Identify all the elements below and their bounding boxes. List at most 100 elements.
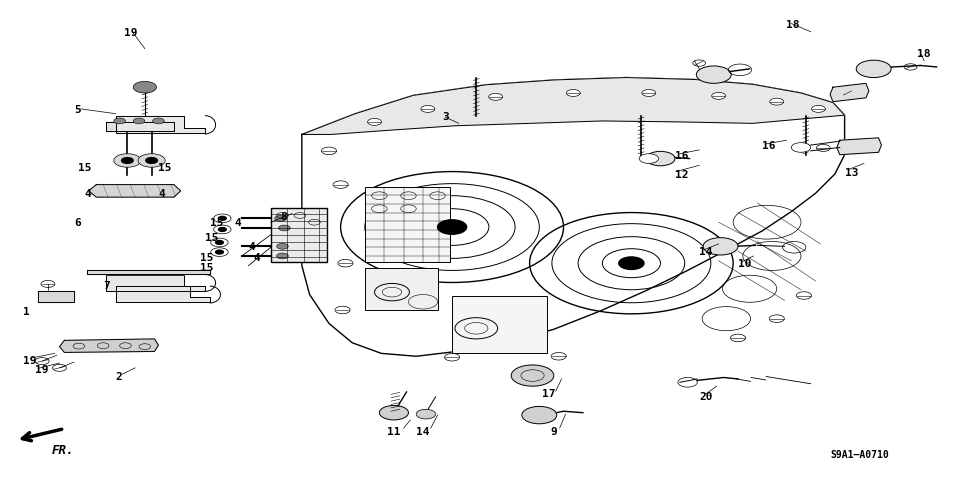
Circle shape <box>114 154 141 168</box>
Text: S9A1—A0710: S9A1—A0710 <box>830 449 888 459</box>
Circle shape <box>444 354 460 361</box>
Text: 8: 8 <box>281 212 288 222</box>
Circle shape <box>642 91 656 97</box>
Polygon shape <box>59 339 158 353</box>
Polygon shape <box>106 276 205 291</box>
Circle shape <box>812 106 825 113</box>
Circle shape <box>35 358 49 365</box>
Circle shape <box>367 119 382 126</box>
Text: 9: 9 <box>550 425 557 436</box>
Bar <box>452 296 547 354</box>
Circle shape <box>841 91 854 97</box>
Text: 12: 12 <box>675 169 688 180</box>
Text: 18: 18 <box>786 20 800 30</box>
Circle shape <box>416 409 435 419</box>
Circle shape <box>511 365 554 386</box>
Circle shape <box>619 257 644 270</box>
Circle shape <box>138 154 165 168</box>
Polygon shape <box>830 84 869 103</box>
Polygon shape <box>106 122 174 131</box>
Text: 7: 7 <box>103 280 110 290</box>
Circle shape <box>153 119 164 124</box>
Text: 3: 3 <box>442 112 449 122</box>
Circle shape <box>146 158 157 164</box>
Circle shape <box>791 143 811 153</box>
Circle shape <box>437 220 467 235</box>
Polygon shape <box>88 185 181 198</box>
Text: 4: 4 <box>249 242 256 252</box>
Circle shape <box>114 119 125 124</box>
Circle shape <box>522 407 557 424</box>
Circle shape <box>712 93 725 100</box>
Text: 4: 4 <box>158 189 165 199</box>
Circle shape <box>646 152 675 166</box>
Circle shape <box>379 406 408 420</box>
Text: 11: 11 <box>387 425 400 436</box>
Text: 4: 4 <box>254 253 260 262</box>
Circle shape <box>421 106 434 113</box>
Circle shape <box>277 254 289 259</box>
Text: 4: 4 <box>85 189 91 199</box>
Bar <box>271 208 327 262</box>
Circle shape <box>133 119 145 124</box>
Circle shape <box>770 99 783 106</box>
Circle shape <box>904 65 917 71</box>
Text: 4: 4 <box>234 218 241 228</box>
Polygon shape <box>87 271 210 275</box>
Circle shape <box>769 315 784 323</box>
Text: 17: 17 <box>542 389 556 399</box>
Circle shape <box>703 238 738 256</box>
Text: 15: 15 <box>158 163 172 172</box>
Circle shape <box>696 67 731 84</box>
Circle shape <box>216 251 224 255</box>
Circle shape <box>219 228 226 232</box>
Bar <box>364 188 450 262</box>
Circle shape <box>489 94 503 101</box>
Circle shape <box>567 91 580 97</box>
Text: 16: 16 <box>675 151 688 160</box>
Circle shape <box>275 216 287 222</box>
Polygon shape <box>116 117 205 134</box>
Text: 19: 19 <box>124 28 138 38</box>
Circle shape <box>796 292 812 300</box>
Text: 15: 15 <box>205 232 219 242</box>
Polygon shape <box>837 138 882 155</box>
Text: 19: 19 <box>35 364 49 375</box>
Circle shape <box>730 334 746 342</box>
Polygon shape <box>116 286 210 302</box>
Circle shape <box>219 217 226 221</box>
Circle shape <box>279 226 291 231</box>
Circle shape <box>333 182 348 189</box>
Text: 18: 18 <box>918 49 931 60</box>
Circle shape <box>216 241 224 245</box>
Text: 20: 20 <box>699 391 712 401</box>
Circle shape <box>322 148 336 155</box>
Bar <box>364 268 437 310</box>
Text: 15: 15 <box>210 218 224 228</box>
Circle shape <box>52 364 66 372</box>
Text: 5: 5 <box>74 105 81 115</box>
Text: 14: 14 <box>699 247 712 257</box>
Circle shape <box>122 158 133 164</box>
Text: 19: 19 <box>22 355 36 365</box>
Circle shape <box>335 306 350 314</box>
Circle shape <box>856 61 891 78</box>
Text: 1: 1 <box>22 307 29 317</box>
Text: 15: 15 <box>200 253 214 262</box>
Circle shape <box>338 260 353 267</box>
Text: 13: 13 <box>845 167 858 177</box>
Circle shape <box>551 353 567 360</box>
Circle shape <box>640 154 658 164</box>
Text: 16: 16 <box>762 141 776 151</box>
Text: 10: 10 <box>738 258 751 269</box>
Text: 2: 2 <box>116 371 122 381</box>
Polygon shape <box>38 291 74 302</box>
Circle shape <box>816 145 830 152</box>
Polygon shape <box>302 78 845 135</box>
Text: 14: 14 <box>416 425 430 436</box>
Text: 6: 6 <box>74 218 81 228</box>
Text: 15: 15 <box>78 163 91 172</box>
Text: 15: 15 <box>200 262 214 272</box>
Polygon shape <box>302 78 845 357</box>
Circle shape <box>133 82 156 94</box>
